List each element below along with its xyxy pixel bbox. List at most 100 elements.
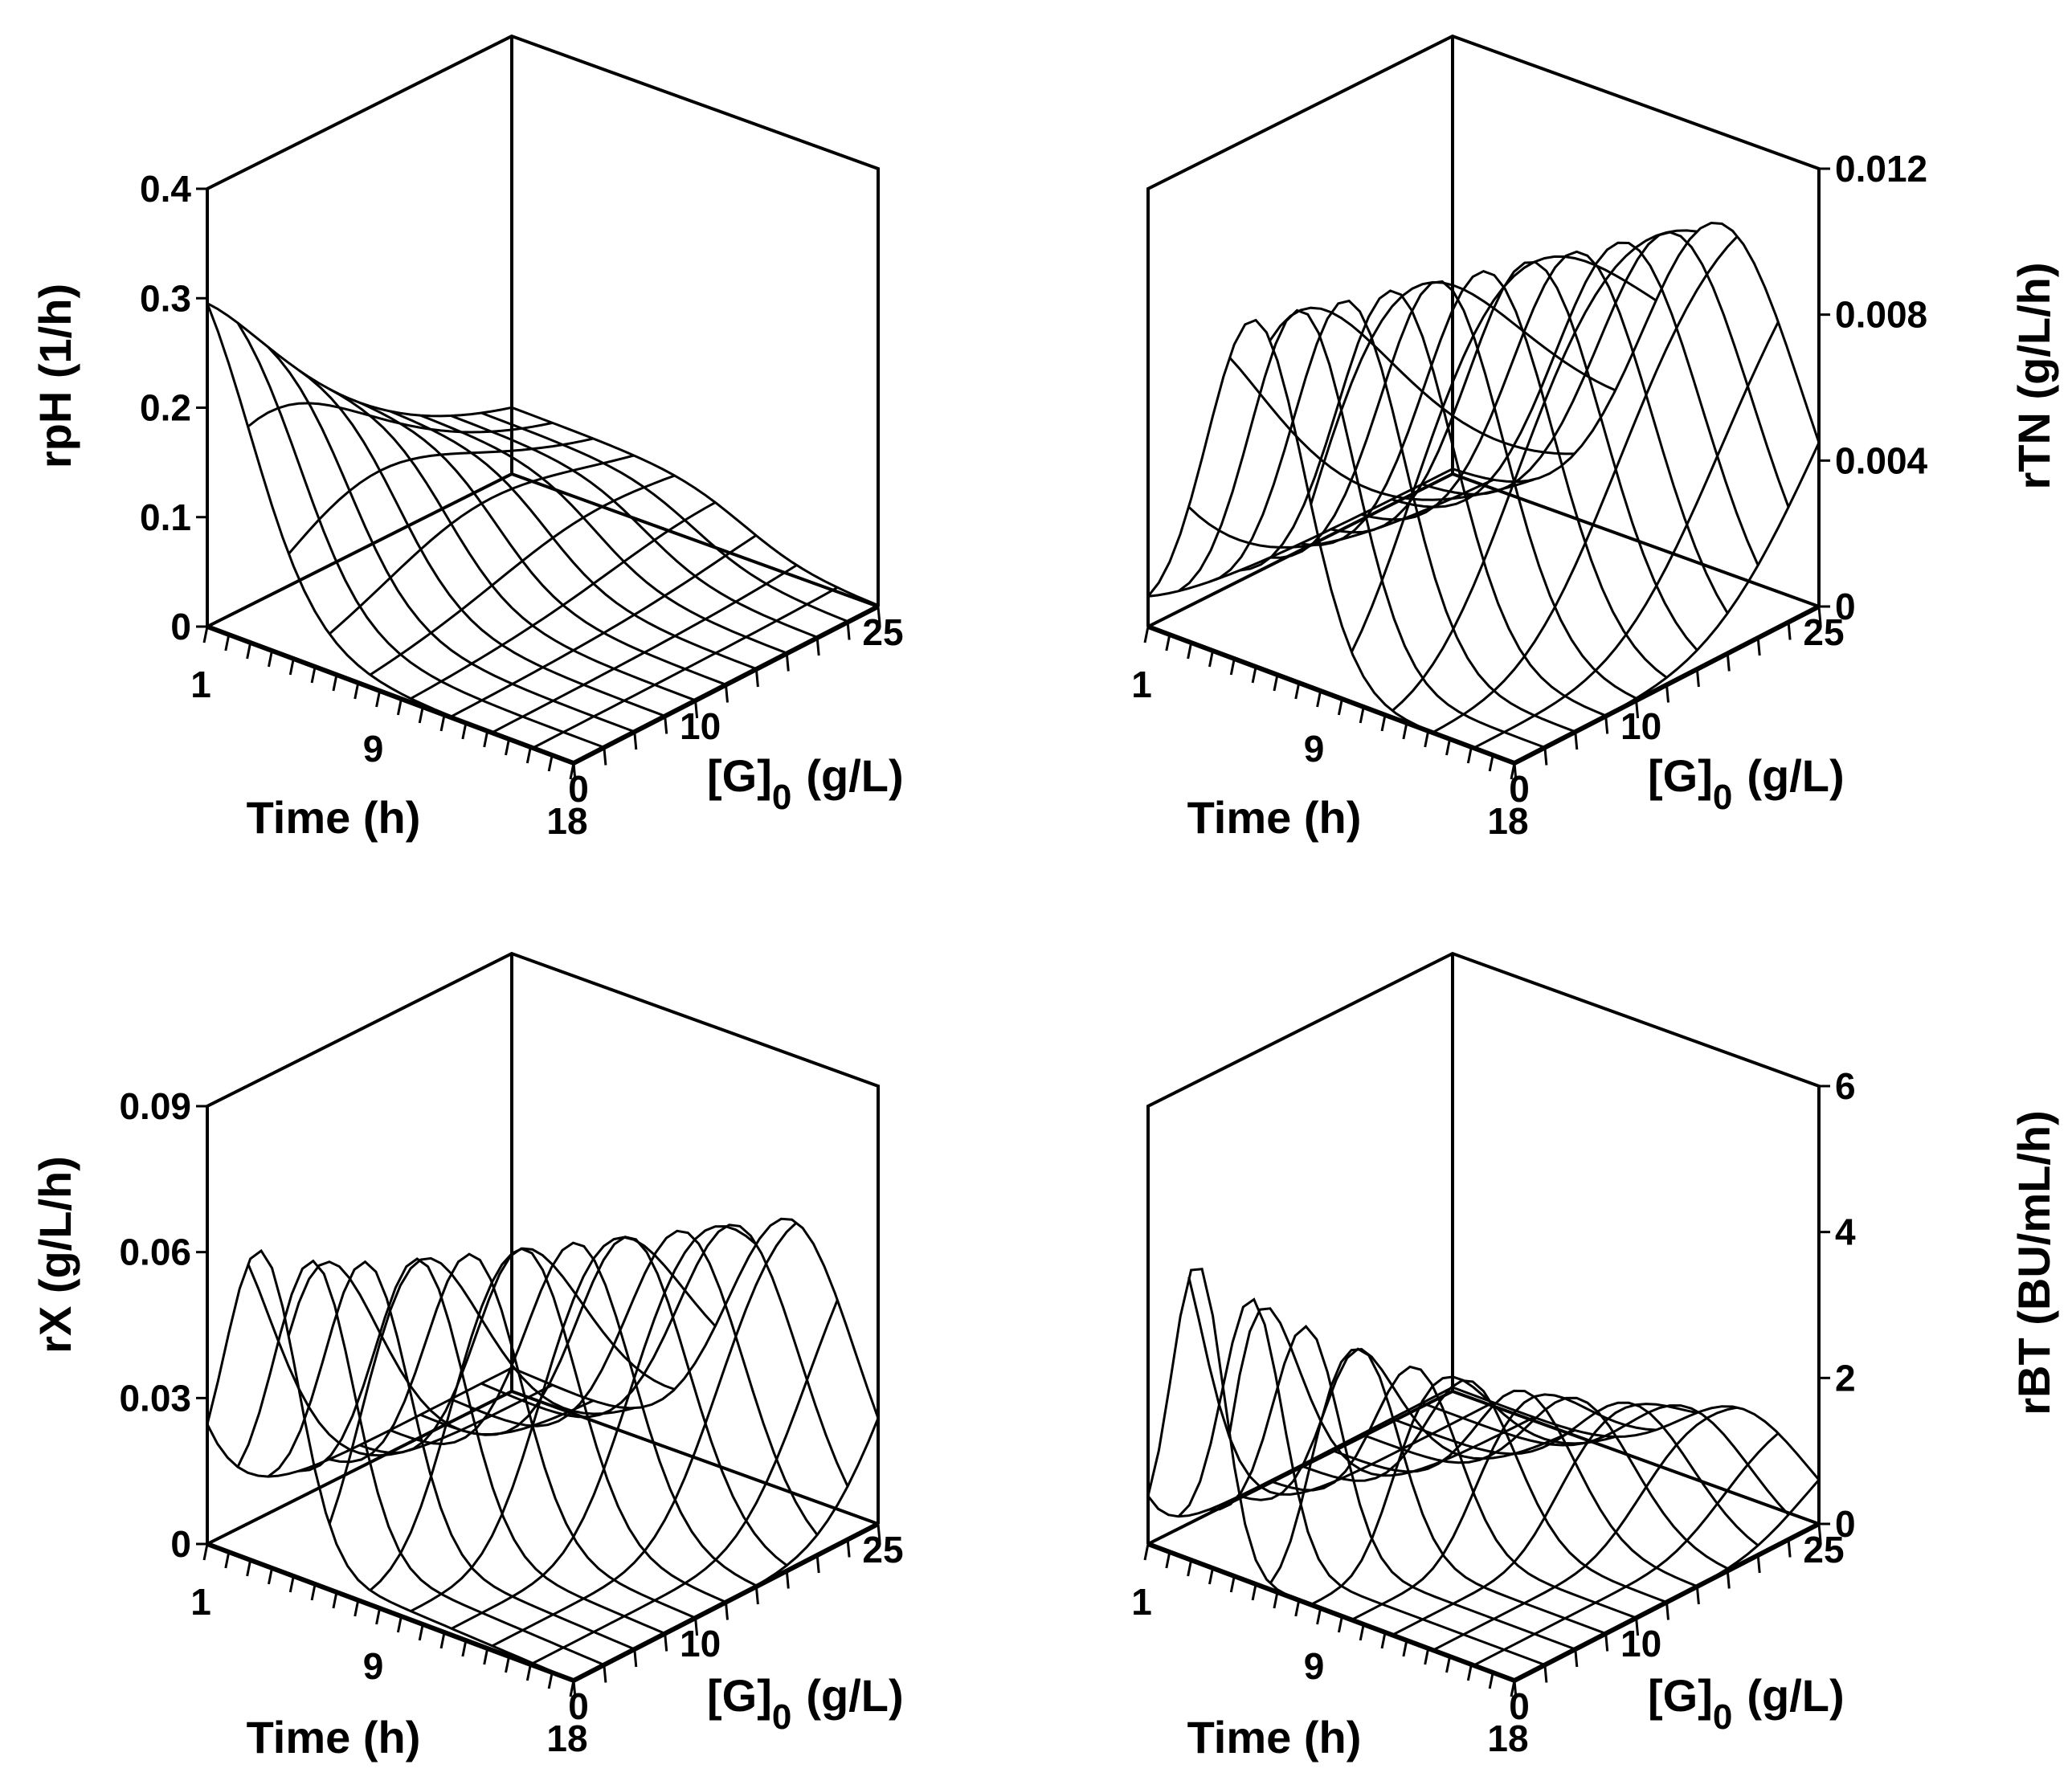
panel-rbt-time-tick-label: 9 — [1304, 1645, 1325, 1687]
panel-rtn-time-tick — [1316, 690, 1322, 708]
panel-rbt-g0-tick — [1513, 1680, 1518, 1699]
panel-rtn-g0-tick-label: 0 — [1509, 768, 1530, 810]
panel-rtn-g0-tick-label: 10 — [1620, 705, 1661, 747]
panel-rtn-time-tick-label: 18 — [1487, 800, 1528, 842]
panel-rtn-g0-tick — [1726, 653, 1731, 672]
panel-rph-mesh-time-line — [247, 402, 554, 434]
panel-rx-time-tick-label: 1 — [190, 1581, 211, 1623]
panel-rph-time-tick — [396, 698, 403, 716]
panel-rx-mesh-g0-line — [359, 1247, 727, 1603]
panel-rtn-time-tick — [1337, 698, 1343, 716]
panel-rbt-g0-tick — [1574, 1648, 1579, 1668]
panel-rtn-time-tick — [1187, 642, 1193, 660]
panel-rph-mesh-time-line — [288, 437, 594, 555]
panel-rbt-mesh-time-line — [1228, 1307, 1535, 1477]
panel-rtn-time-tick-label: 1 — [1131, 664, 1152, 705]
panel-rph-g0-tick — [664, 716, 668, 734]
panel-rtn-g0-tick — [1635, 700, 1640, 719]
panel-rbt-g0-tick-label: 0 — [1509, 1685, 1530, 1727]
panel-rtn-time-tick — [1488, 754, 1494, 772]
panel-rbt-time-tick-label: 18 — [1487, 1718, 1528, 1759]
panel-rtn-mesh-time-line — [1432, 235, 1739, 733]
panel-rbt-mesh-g0-line — [1360, 1396, 1729, 1570]
panel-rtn-time-tick — [1251, 666, 1257, 684]
panel-rph-z-tick-label: 0.3 — [140, 277, 191, 319]
panel-rx-time-tick-label: 9 — [363, 1645, 384, 1687]
panel-rph-time-tick — [354, 682, 360, 700]
panel-rx-time-axis — [206, 1542, 575, 1683]
panel-rtn-z-tick-label: 0.004 — [1835, 439, 1928, 481]
panel-rbt-mesh-time-line — [1432, 1406, 1739, 1652]
panel-rtn-g0-tick — [1574, 731, 1579, 750]
panel-rbt-frame — [1146, 951, 1821, 1683]
panel-rx-time-tick — [396, 1615, 403, 1633]
panel-rph-mesh-g0-line — [236, 322, 605, 749]
panel-rtn-mesh-time-line — [1473, 321, 1780, 750]
panel-rph-g0-tick — [725, 684, 729, 703]
panel-rph-z-tick-label: 0.1 — [140, 496, 191, 538]
panel-rbt-g0-tick-label: 25 — [1803, 1529, 1844, 1570]
panel-rbt-z-label: rBT (BU/mL/h) — [2009, 1110, 2059, 1415]
panel-rx-g0-tick-label: 25 — [862, 1529, 903, 1570]
panel-rx-mesh-g0-line — [298, 1257, 666, 1635]
panel-rbt-z-tick-label: 4 — [1835, 1211, 1856, 1253]
panel-rbt-mesh-time-line — [1146, 1386, 1453, 1518]
panel-rtn-time-tick — [1165, 634, 1171, 651]
panel-rx-time-tick — [461, 1640, 468, 1657]
panel-rx-mesh-time-line — [492, 1221, 798, 1648]
panel-rph-time-tick — [418, 706, 424, 724]
panel-rx-g0-sub: 0 — [772, 1697, 791, 1737]
panel-rbt-time-tick — [1165, 1551, 1171, 1569]
panel-rtn-mesh-g0-line — [1391, 241, 1759, 566]
panel-rbt-mesh-time-line — [1351, 1393, 1657, 1621]
panel-rtn-time-tick — [1229, 658, 1236, 676]
panel-rtn-mesh-time-line — [1187, 478, 1494, 549]
panel-rph-g0-tick — [603, 747, 607, 766]
panel-rtn-z-tick-label: 0.008 — [1835, 294, 1927, 336]
panel-rx-z-tick-label: 0.03 — [119, 1377, 191, 1419]
panel-rph-mesh-time-line — [451, 534, 757, 718]
panel-rph-mesh-g0-line — [450, 415, 818, 639]
panel-rbt-g0-tick — [1665, 1602, 1669, 1620]
panel-rx-time-tick — [267, 1567, 273, 1585]
panel-rbt-mesh-g0-line — [1239, 1347, 1607, 1635]
panel-rph-g0-tick — [633, 731, 638, 750]
panel-rbt-time-tick — [1187, 1559, 1193, 1577]
panel-rbt-time-tick — [1143, 1543, 1150, 1561]
panel-rtn-g0-tick — [1665, 684, 1669, 703]
panel-rtn-time-label: Time (h) — [1187, 792, 1362, 843]
panel-rx-g0-tick — [785, 1570, 790, 1589]
panel-rph-time-tick — [310, 666, 317, 684]
panel-rtn-g0-tick — [1604, 716, 1609, 734]
panel-rx-time-tick — [525, 1664, 532, 1681]
panel-rph-time-tick — [505, 738, 511, 756]
panel-rtn-mesh-g0-line — [1239, 289, 1607, 717]
panel-rbt-g0-tick — [1817, 1523, 1822, 1542]
panel-rx-time-tick — [224, 1551, 231, 1569]
panel-rtn-z-label: rTN (g/L/h) — [2009, 262, 2059, 489]
panel-rtn-mesh-g0-line — [1300, 269, 1668, 679]
panel-rbt-mesh-time-line — [1310, 1375, 1616, 1606]
panel-rtn-mesh-time-line — [1147, 468, 1453, 598]
panel-rph-mesh-g0-line — [480, 411, 848, 623]
panel-rx-mesh-time-line — [532, 1299, 839, 1664]
panel-rbt-time-tick — [1445, 1656, 1452, 1673]
panel-rbt-mesh-time-line — [1269, 1348, 1575, 1585]
panel-rtn-mesh-time-line — [1269, 306, 1575, 455]
panel-rx-time-tick — [310, 1583, 317, 1601]
panel-rbt-mesh-time-line — [1473, 1432, 1780, 1667]
panel-rph-g0-tick — [846, 622, 851, 640]
panel-rph-mesh-g0-line — [206, 303, 574, 765]
panel-rbt-g0-tick — [1726, 1570, 1731, 1589]
panel-rx-time-tick — [288, 1575, 295, 1593]
panel-rx-time-tick — [202, 1543, 209, 1561]
panel-rph-time-tick — [461, 722, 468, 740]
panel-rx-g0-unit: (g/L) — [806, 1670, 903, 1721]
panel-rtn-g0-tick — [1695, 668, 1700, 688]
panel-rph-time-tick-label: 18 — [546, 800, 587, 842]
